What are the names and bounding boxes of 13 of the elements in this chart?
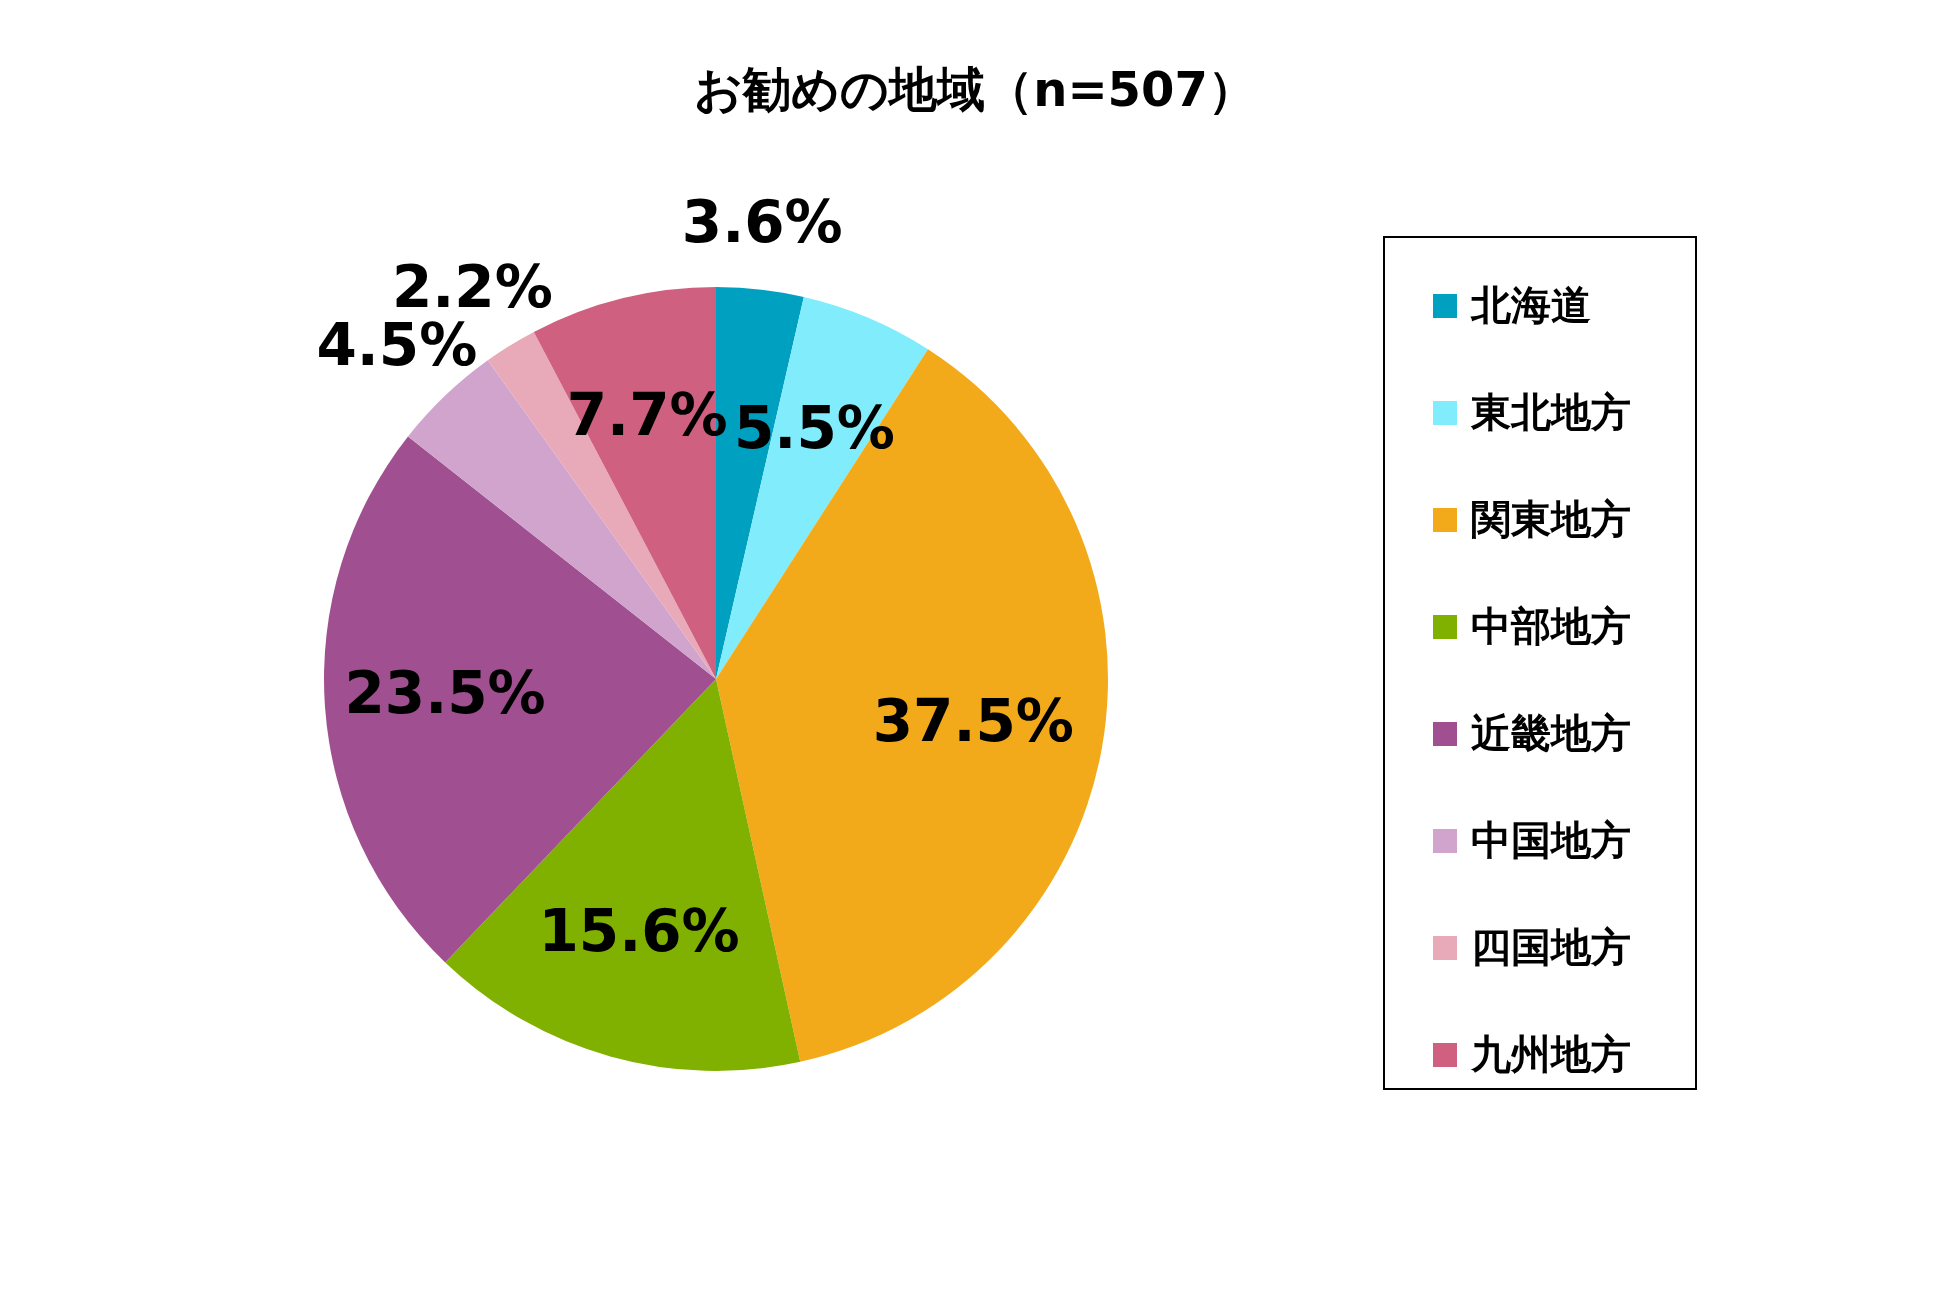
legend-label: 中国地方	[1471, 816, 1631, 865]
data-label: 23.5%	[344, 658, 546, 727]
legend-label: 北海道	[1471, 281, 1591, 330]
legend-label: 四国地方	[1471, 923, 1631, 972]
legend-label: 中部地方	[1471, 602, 1631, 651]
legend-label: 東北地方	[1471, 388, 1631, 437]
data-label: 3.6%	[681, 188, 843, 257]
legend-label: 関東地方	[1471, 495, 1631, 544]
chart-title: お勧めの地域（n=507）	[693, 60, 1257, 119]
legend-label: 九州地方	[1471, 1030, 1631, 1079]
legend-label: 近畿地方	[1471, 709, 1631, 758]
data-label: 37.5%	[872, 687, 1074, 756]
data-label: 15.6%	[538, 896, 740, 965]
